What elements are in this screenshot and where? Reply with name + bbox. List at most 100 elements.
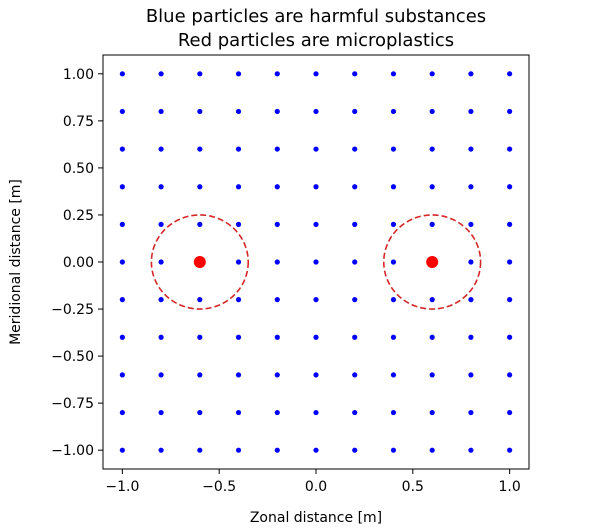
x-tick-label: 0.0 — [305, 479, 327, 495]
plot-area — [119, 71, 513, 453]
harmful-substance-point — [235, 259, 242, 265]
harmful-substance-point — [197, 297, 203, 303]
y-tick-label: 1.00 — [63, 67, 94, 83]
harmful-substance-point — [158, 146, 164, 152]
harmful-substance-point — [468, 447, 474, 453]
harmful-substance-point — [158, 221, 164, 227]
harmful-substance-point — [274, 108, 280, 115]
harmful-substance-point — [197, 409, 203, 416]
harmful-substance-point — [390, 297, 397, 303]
harmful-substance-point — [390, 334, 397, 340]
harmful-substance-point — [390, 146, 397, 152]
y-tick-label: 0.50 — [63, 161, 94, 177]
harmful-substance-point — [197, 334, 203, 340]
harmful-substance-point — [352, 372, 358, 378]
harmful-substance-point — [507, 71, 513, 77]
harmful-substance-point — [352, 146, 358, 152]
harmful-substance-point — [507, 108, 513, 115]
harmful-substance-point — [235, 297, 242, 303]
harmful-substance-point — [352, 447, 358, 453]
harmful-substance-point — [158, 259, 164, 265]
harmful-substance-point — [274, 447, 280, 453]
harmful-substance-point — [390, 259, 397, 265]
harmful-substance-point — [274, 184, 280, 190]
harmful-substance-point — [313, 184, 319, 190]
harmful-substance-point — [390, 108, 397, 115]
harmful-substance-point — [429, 146, 435, 152]
x-tick-label: 1.0 — [499, 479, 521, 495]
harmful-substance-point — [313, 108, 319, 115]
harmful-substance-point — [119, 71, 125, 77]
harmful-substance-point — [274, 259, 280, 265]
harmful-substance-point — [158, 372, 164, 378]
harmful-substance-point — [119, 334, 125, 340]
harmful-substance-point — [352, 184, 358, 190]
harmful-substance-point — [313, 372, 319, 378]
x-axis-label: Zonal distance [m] — [250, 510, 382, 526]
harmful-substance-point — [158, 71, 164, 77]
y-axis-label: Meridional distance [m] — [8, 179, 24, 345]
harmful-substance-point — [197, 447, 203, 453]
harmful-substance-point — [507, 221, 513, 227]
harmful-substance-point — [235, 372, 242, 378]
harmful-substance-point — [352, 71, 358, 77]
x-tick-label: −0.5 — [202, 479, 236, 495]
harmful-substance-point — [468, 221, 474, 227]
dashed-radius-circle — [150, 214, 250, 310]
harmful-substance-point — [119, 259, 125, 265]
harmful-substance-point — [235, 447, 242, 453]
harmful-substance-point — [235, 71, 242, 77]
harmful-substance-point — [352, 259, 358, 265]
harmful-substance-point — [468, 409, 474, 416]
harmful-substance-point — [468, 334, 474, 340]
harmful-substance-point — [468, 71, 474, 77]
harmful-substance-point — [274, 146, 280, 152]
harmful-substance-point — [507, 297, 513, 303]
harmful-substance-point — [235, 221, 242, 227]
harmful-substance-point — [235, 108, 242, 115]
x-tick-label: −1.0 — [105, 479, 139, 495]
harmful-substance-point — [390, 409, 397, 416]
dashed-radius-circle — [382, 214, 482, 310]
harmful-substance-point — [119, 108, 125, 115]
harmful-substance-point — [235, 334, 242, 340]
harmful-substance-point — [352, 334, 358, 340]
harmful-substance-point — [313, 221, 319, 227]
harmful-substance-point — [468, 259, 474, 265]
harmful-substance-point — [274, 334, 280, 340]
harmful-substance-point — [274, 409, 280, 416]
harmful-substance-point — [158, 108, 164, 115]
chart-title-line-2: Red particles are microplastics — [178, 30, 454, 51]
harmful-substance-point — [429, 297, 435, 303]
harmful-substance-point — [429, 447, 435, 453]
harmful-substance-point — [390, 372, 397, 378]
harmful-substance-point — [468, 184, 474, 190]
harmful-substance-point — [119, 297, 125, 303]
harmful-substance-point — [507, 372, 513, 378]
harmful-substance-point — [429, 372, 435, 378]
harmful-substance-point — [274, 71, 280, 77]
y-tick-label: −1.00 — [51, 443, 94, 459]
harmful-substance-point — [390, 447, 397, 453]
harmful-substance-point — [235, 409, 242, 416]
y-tick-label: 0.25 — [63, 208, 94, 224]
x-axis-ticks: −1.0 −0.5 0.0 0.5 1.0 — [105, 469, 521, 495]
harmful-substance-point — [352, 221, 358, 227]
y-tick-label: 0.00 — [63, 255, 94, 271]
y-tick-label: −0.25 — [51, 302, 94, 318]
harmful-substance-point — [235, 146, 242, 152]
harmful-substance-point — [313, 447, 319, 453]
harmful-substance-point — [352, 108, 358, 115]
harmful-substance-point — [119, 447, 125, 453]
y-tick-label: −0.75 — [51, 396, 94, 412]
harmful-substance-point — [158, 334, 164, 340]
harmful-substance-point — [197, 221, 203, 227]
harmful-substance-point — [429, 334, 435, 340]
harmful-substance-point — [197, 71, 203, 77]
harmful-substance-point — [313, 409, 319, 416]
harmful-substance-point — [507, 146, 513, 152]
harmful-substance-point — [119, 372, 125, 378]
harmful-substance-point — [274, 372, 280, 378]
harmful-substance-point — [313, 71, 319, 77]
